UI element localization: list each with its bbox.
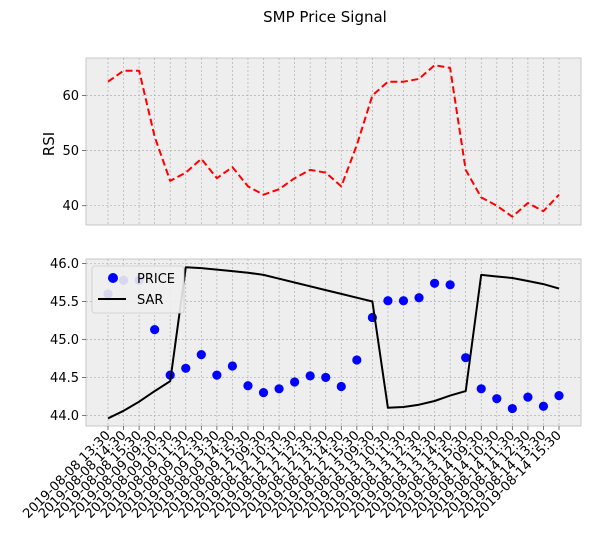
price-price-point: [523, 392, 533, 402]
legend: PRICE SAR: [91, 265, 185, 314]
rsi-ytick-label: 60: [62, 89, 79, 104]
legend-price-marker: [108, 273, 118, 283]
rsi-rsi-line: [107, 64, 560, 218]
rsi-grid: [86, 58, 581, 225]
price-price-point: [461, 353, 471, 363]
price-price-point: [507, 403, 517, 414]
rsi-plot-area: [85, 57, 582, 226]
price-price-point: [258, 388, 269, 398]
rsi-ytick-label: 40: [62, 199, 79, 214]
price-y-ticks: 44.0 44.5 45.0 45.5 46.0: [50, 257, 86, 424]
price-price-point: [227, 361, 238, 371]
price-ytick-label: 44.0: [50, 409, 79, 424]
price-price-point: [352, 355, 362, 365]
price-price-point: [243, 381, 253, 391]
price-price-point: [445, 280, 455, 290]
price-price-point: [383, 296, 393, 306]
price-ytick-label: 44.5: [50, 371, 79, 386]
price-price-point: [212, 370, 222, 380]
price-ytick-label: 45.5: [50, 295, 79, 310]
price-price-point: [538, 401, 549, 411]
price-price-point: [274, 384, 284, 394]
price-price-point: [476, 384, 486, 394]
price-price-point: [336, 381, 346, 392]
price-price-point: [290, 377, 300, 387]
price-price-point: [196, 350, 206, 360]
price-panel: 44.0 44.5 45.0 45.5 46.0 2019-08-08 13:30201…: [20, 257, 582, 522]
legend-price-label: PRICE: [137, 272, 175, 287]
price-price-point: [398, 296, 409, 306]
price-price-point: [554, 391, 564, 401]
price-ytick-label: 46.0: [50, 257, 79, 272]
price-price-point: [414, 293, 424, 303]
rsi-ytick-label: 50: [62, 144, 79, 159]
price-ytick-label: 45.0: [50, 333, 79, 348]
price-price-point: [492, 394, 502, 404]
rsi-panel: 40 50 60 RSI: [40, 57, 582, 226]
price-price-point: [429, 278, 440, 288]
figure-title: SMP Price Signal: [263, 8, 387, 26]
rsi-ylabel: RSI: [40, 132, 58, 156]
price-price-point: [181, 363, 191, 373]
price-price-point: [150, 324, 160, 335]
price-price-point: [305, 371, 315, 381]
price-price-point: [321, 372, 331, 383]
rsi-y-ticks: 40 50 60: [62, 89, 86, 214]
price-grid: [86, 259, 581, 426]
legend-sar-label: SAR: [137, 293, 163, 308]
rsi-series: [107, 64, 560, 218]
